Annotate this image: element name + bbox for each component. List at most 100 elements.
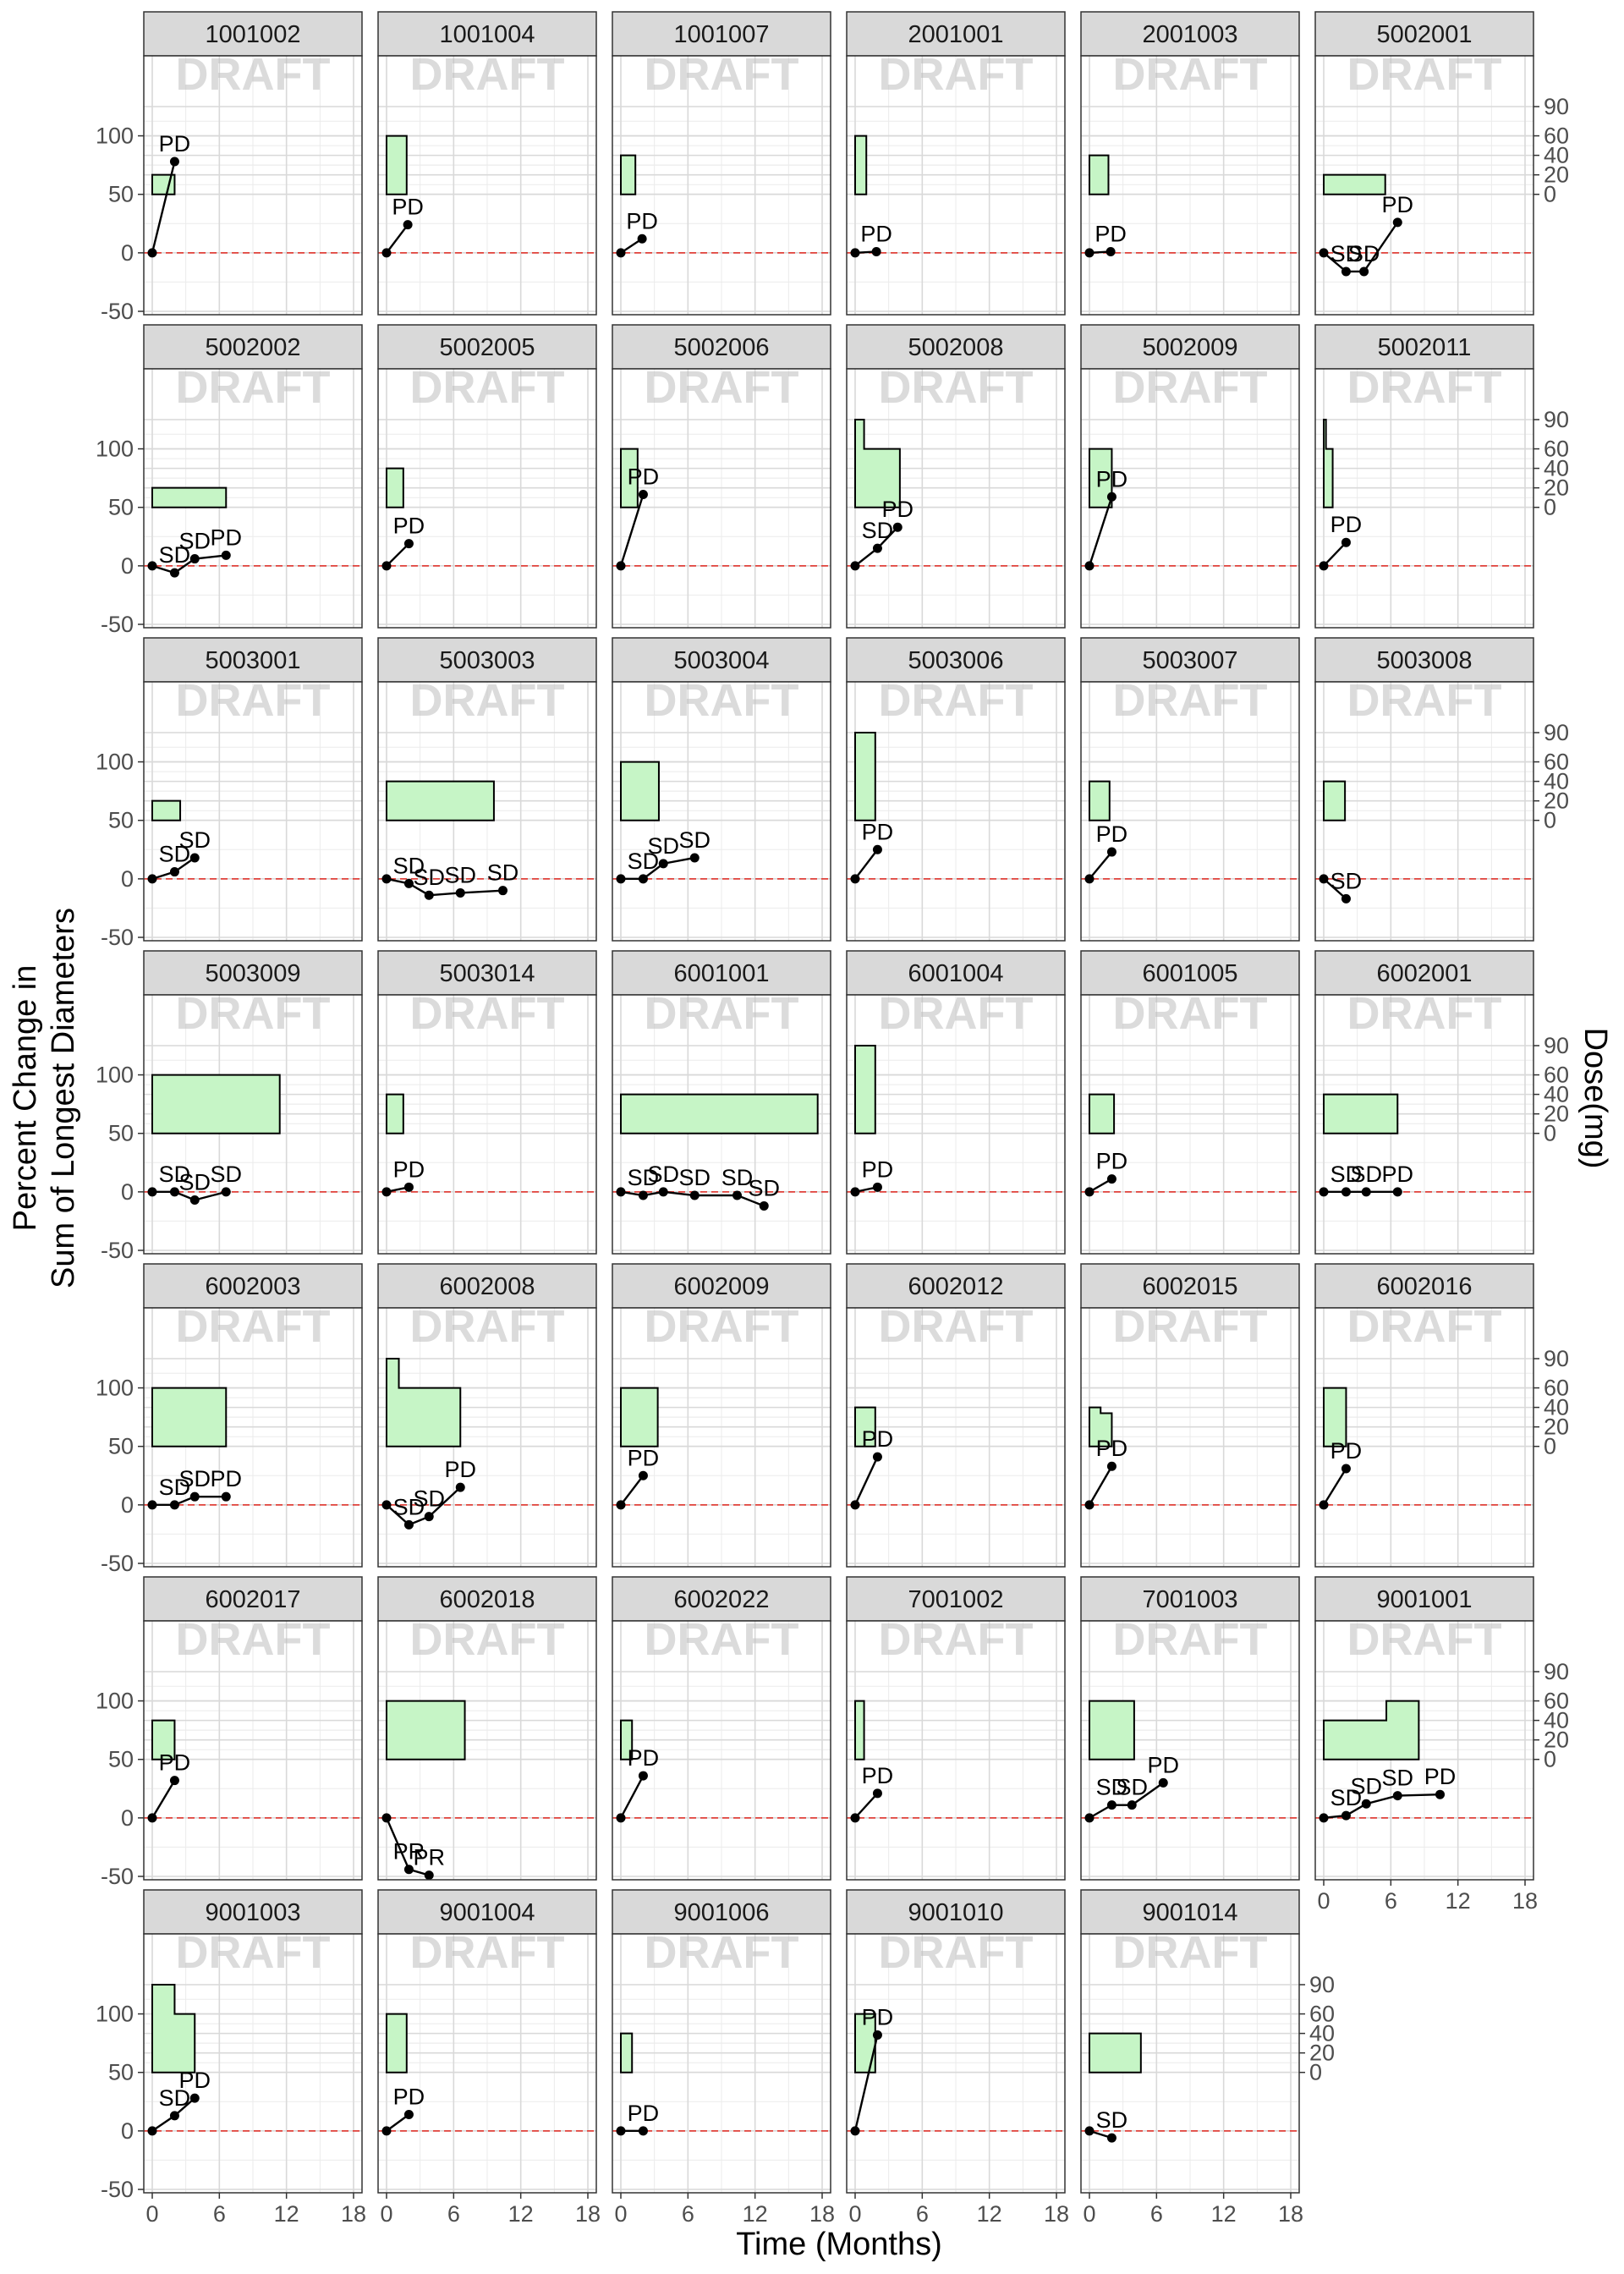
data-point bbox=[1084, 248, 1095, 258]
panel-border bbox=[612, 55, 831, 316]
percent-change-line bbox=[620, 1475, 645, 1506]
draft-watermark: DRAFT bbox=[879, 49, 1034, 100]
percent-change-line bbox=[386, 542, 410, 567]
panel-strip bbox=[143, 637, 363, 683]
y2-tick-label: 40 bbox=[1544, 769, 1569, 794]
x-tick-label: 0 bbox=[145, 2201, 158, 2227]
panel-strip-label: 7001003 bbox=[1143, 1586, 1238, 1613]
y2-tick-label: 20 bbox=[1544, 1727, 1569, 1753]
panel-border bbox=[1080, 55, 1300, 316]
panel-border bbox=[143, 55, 363, 316]
panel-strip-label: 5002002 bbox=[206, 334, 301, 361]
data-point bbox=[403, 1182, 414, 1192]
dose-area bbox=[854, 1045, 876, 1134]
data-point bbox=[1319, 561, 1329, 571]
dose-area bbox=[386, 467, 404, 508]
panel-border bbox=[846, 681, 1066, 942]
y2-tick-label: 90 bbox=[1544, 407, 1569, 432]
panel-strip-label: 5002001 bbox=[1377, 21, 1473, 48]
response-label: PD bbox=[862, 1426, 894, 1452]
data-point bbox=[658, 859, 668, 869]
y-tick-label: 100 bbox=[96, 1063, 134, 1088]
response-label: SD bbox=[159, 842, 191, 867]
panel-strip-label: 7001002 bbox=[908, 1586, 1004, 1613]
y2-tick-label: 20 bbox=[1544, 162, 1569, 188]
panel-border bbox=[1314, 1307, 1534, 1568]
data-point bbox=[1106, 2133, 1116, 2143]
data-point bbox=[189, 853, 200, 863]
panel-strip-label: 2001001 bbox=[908, 21, 1004, 48]
percent-change-line bbox=[1323, 222, 1399, 273]
data-point bbox=[689, 853, 700, 863]
panel-border bbox=[846, 1933, 1066, 2194]
y2-tick-label: 40 bbox=[1544, 143, 1569, 168]
y2-tick-label: 0 bbox=[1544, 1747, 1556, 1772]
panel-strip-label: 5002008 bbox=[908, 334, 1004, 361]
panel-border bbox=[377, 1933, 597, 2194]
data-point bbox=[169, 157, 179, 167]
response-label: PD bbox=[628, 464, 660, 490]
panel-strip bbox=[143, 11, 363, 57]
y2-tick-label: 40 bbox=[1544, 1708, 1569, 1733]
response-label: SD bbox=[862, 518, 894, 543]
data-point bbox=[147, 1813, 157, 1823]
panel-strip-label: 5003007 bbox=[1143, 647, 1238, 674]
data-point bbox=[616, 248, 626, 258]
x-tick-label: 18 bbox=[341, 2201, 366, 2227]
draft-watermark: DRAFT bbox=[645, 362, 799, 413]
response-label: PD bbox=[881, 497, 914, 522]
response-label: PD bbox=[1096, 466, 1128, 492]
response-label: SD bbox=[748, 1175, 780, 1200]
data-point bbox=[850, 2126, 860, 2136]
panel-strip bbox=[1314, 637, 1534, 683]
panel-strip bbox=[612, 1576, 831, 1622]
dose-area bbox=[151, 1074, 281, 1134]
y2-tick-label: 60 bbox=[1544, 1689, 1569, 1714]
data-point bbox=[1341, 537, 1351, 547]
response-label: PD bbox=[445, 1457, 477, 1482]
y2-tick-label: 0 bbox=[1544, 495, 1556, 520]
y-tick-label: 0 bbox=[121, 1179, 134, 1205]
panel-strip bbox=[846, 1576, 1066, 1622]
data-point bbox=[872, 844, 882, 854]
response-label: SD bbox=[159, 2085, 191, 2111]
y-tick-label: 50 bbox=[108, 808, 134, 833]
panel-border bbox=[846, 1307, 1066, 1568]
y2-tick-label: 40 bbox=[1544, 1395, 1569, 1420]
response-label: PD bbox=[626, 208, 658, 233]
draft-watermark: DRAFT bbox=[1113, 1927, 1268, 1978]
draft-watermark: DRAFT bbox=[1113, 1614, 1268, 1665]
y2-tick-label: 60 bbox=[1544, 124, 1569, 149]
data-point bbox=[1392, 217, 1402, 228]
data-point bbox=[1106, 1461, 1116, 1471]
x-tick-label: 18 bbox=[1044, 2201, 1069, 2227]
panel-strip bbox=[846, 1263, 1066, 1309]
draft-watermark: DRAFT bbox=[410, 988, 565, 1039]
response-label: PR bbox=[393, 1839, 425, 1865]
draft-watermark: DRAFT bbox=[879, 1614, 1034, 1665]
panel-strip-label: 5002005 bbox=[440, 334, 535, 361]
response-label: SD bbox=[1116, 1775, 1148, 1800]
percent-change-line bbox=[386, 223, 409, 254]
data-point bbox=[616, 1187, 626, 1197]
dose-area bbox=[1089, 780, 1111, 821]
panel-strip-label: 9001004 bbox=[440, 1899, 535, 1926]
x-tick-label: 12 bbox=[977, 2201, 1002, 2227]
response-label: PD bbox=[628, 1445, 660, 1470]
x-tick-label: 18 bbox=[1512, 1888, 1538, 1914]
data-point bbox=[381, 561, 392, 571]
dose-area bbox=[1323, 419, 1334, 508]
dose-area bbox=[1323, 780, 1347, 821]
data-point bbox=[850, 561, 860, 571]
data-point bbox=[169, 2111, 179, 2121]
y2-tick-label: 20 bbox=[1544, 1101, 1569, 1127]
panel-strip-label: 6002016 bbox=[1377, 1273, 1473, 1300]
